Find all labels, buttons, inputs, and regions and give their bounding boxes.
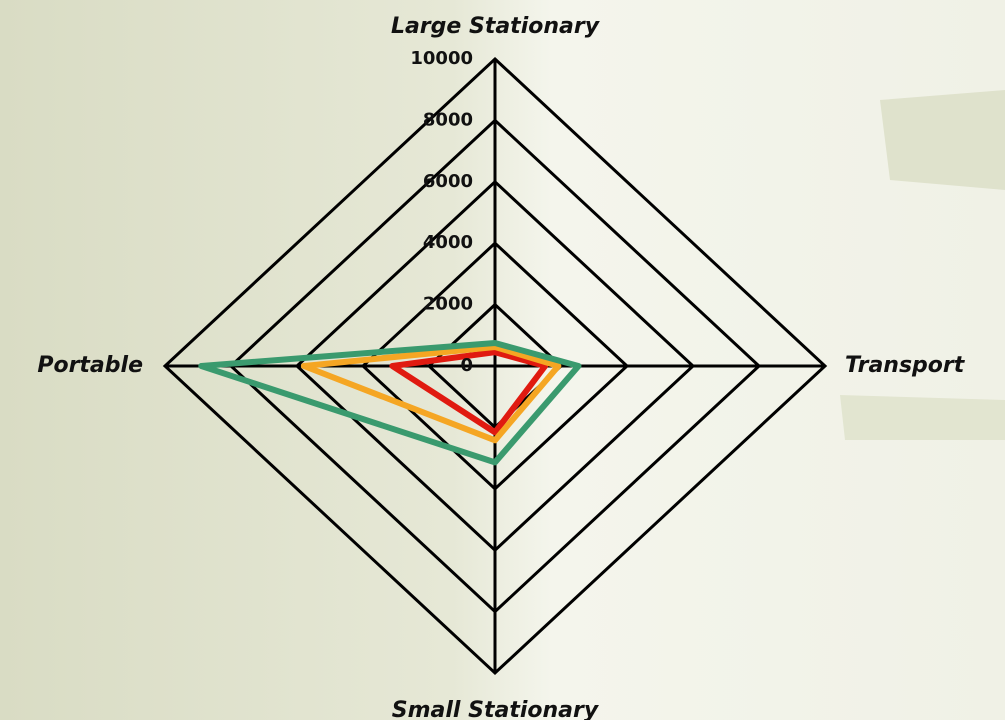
tick-label: 4000 — [423, 232, 473, 253]
series-line — [389, 349, 549, 436]
tick-label: 8000 — [423, 109, 473, 130]
axis-label: Portable — [37, 353, 143, 378]
series-line — [198, 339, 582, 466]
series-line — [300, 343, 562, 444]
tick-label: 2000 — [423, 294, 473, 315]
bg-shape — [840, 395, 1005, 440]
axis-label: Small Stationary — [392, 698, 600, 720]
bg-shape — [880, 90, 1005, 190]
axis-label: Large Stationary — [391, 14, 601, 39]
axis-label: Transport — [845, 353, 966, 378]
tick-label: 0 — [460, 355, 473, 376]
tick-label: 10000 — [410, 48, 473, 69]
radar-plot: 0 2000 4000 6000 8000 10000 Large Stationary Tr… — [37, 14, 965, 720]
tick-label: 6000 — [423, 171, 473, 192]
